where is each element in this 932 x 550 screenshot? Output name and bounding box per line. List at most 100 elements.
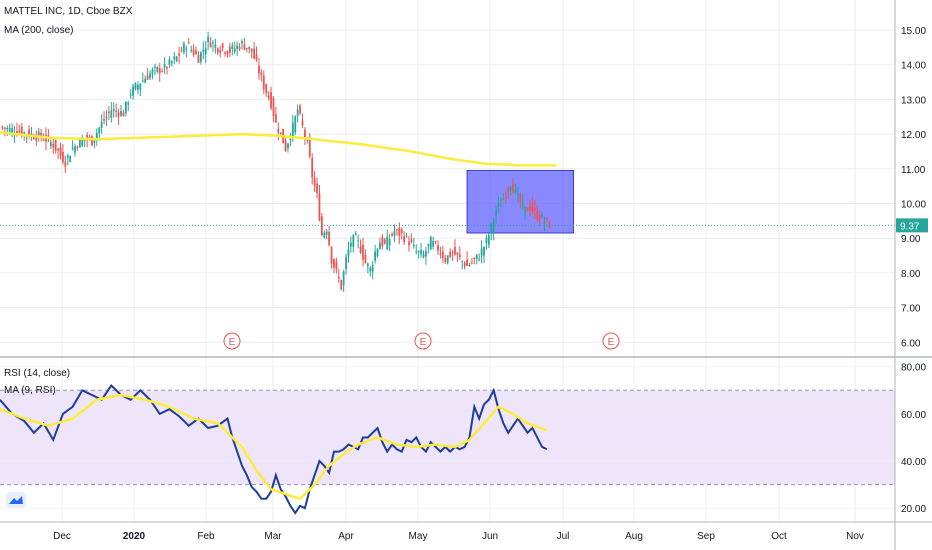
candle-body [369,267,372,272]
candle-body [190,49,193,51]
earnings-marker[interactable]: E [223,332,241,350]
candle-body [146,75,149,80]
candle-body [432,240,435,247]
candle-body [40,132,43,138]
candle-body [105,116,108,119]
candle-body [149,73,151,79]
time-tick-label: Nov [846,531,864,542]
candle-body [81,138,84,147]
candle-body [393,231,396,236]
candle-body [333,258,335,268]
price-tick-label: 15.00 [901,26,926,37]
tradingview-logo-icon[interactable] [6,492,26,508]
candle-body [163,63,166,68]
candle-body [463,262,466,267]
candle-body [311,158,314,178]
candle-body [69,156,72,163]
candle-body [207,36,210,43]
candle-body [231,45,234,50]
candle-body [153,66,156,68]
candle-body [533,207,536,211]
candle-body [400,229,403,233]
candle-body [345,256,347,270]
candle-body [91,135,93,146]
time-tick-label: Jun [482,531,498,542]
candle-body [209,42,212,48]
candle-body [291,122,294,137]
candle-body [466,259,468,266]
candle-body [366,263,369,267]
candle-body [129,94,132,96]
rsi-legend[interactable]: RSI (14, close) [4,368,71,379]
earnings-circle [414,332,432,350]
candle-body [294,116,297,133]
candle-body [221,43,224,49]
candle-body [20,126,23,136]
earnings-label: E [229,337,236,348]
candle-body [420,249,422,255]
candle-body [137,84,139,90]
candle-body [461,261,464,263]
candle-body [23,132,26,135]
candle-body [262,75,265,89]
candle-body [434,241,437,243]
candle-body [441,251,444,259]
candle-body [108,111,110,113]
candle-body [175,56,178,62]
candle-body [374,251,376,261]
candle-body [151,69,154,74]
candle-body [192,49,195,55]
candle-body [316,183,318,194]
candle-body [475,254,478,260]
symbol-title: MATTEL INC, 1D, Cboe BZX [4,6,133,17]
candle-body [529,205,531,211]
rsi-tick-label: 80.00 [901,363,926,374]
rsi-band [0,390,895,485]
candle-body [471,262,473,264]
earnings-circle [602,332,620,350]
candle-body [478,259,481,261]
candle-body [226,51,229,55]
earnings-marker[interactable]: E [414,332,432,350]
candle-body [57,148,59,151]
price-tick-label: 6.00 [901,338,921,349]
candle-body [536,211,539,220]
candle-body [3,127,6,129]
candle-body [337,276,340,279]
candle-body [32,137,35,140]
candle-body [47,135,50,137]
candle-body [62,151,64,163]
candle-body [183,43,185,53]
candle-body [161,71,164,73]
candle-body [490,223,493,234]
candle-body [202,49,205,52]
candle-body [364,255,367,263]
candle-body [156,67,159,72]
candle-body [180,50,183,52]
candle-body [454,247,456,255]
candle-body [88,137,91,139]
ma200-legend[interactable]: MA (200, close) [4,25,74,36]
candle-body [238,46,241,50]
candle-body [313,177,316,186]
earnings-marker[interactable]: E [602,332,620,350]
candle-body [277,128,280,133]
candle-body [265,84,268,93]
candle-body [446,255,449,263]
candle-body [204,48,207,55]
candle-body [308,139,311,157]
last-price-label: 9.37 [900,221,920,232]
candle-body [279,132,282,135]
candle-body [318,193,321,221]
time-tick-label: Dec [53,531,71,542]
candle-body [487,235,490,245]
candle-body [512,184,514,193]
candle-body [548,221,551,228]
candle-body [451,252,454,254]
candle-body [197,55,200,63]
rsi-ma-legend[interactable]: MA (9, RSI) [4,385,56,396]
candle-body [66,155,69,159]
time-tick-label: Jul [557,531,570,542]
earnings-label: E [608,337,615,348]
